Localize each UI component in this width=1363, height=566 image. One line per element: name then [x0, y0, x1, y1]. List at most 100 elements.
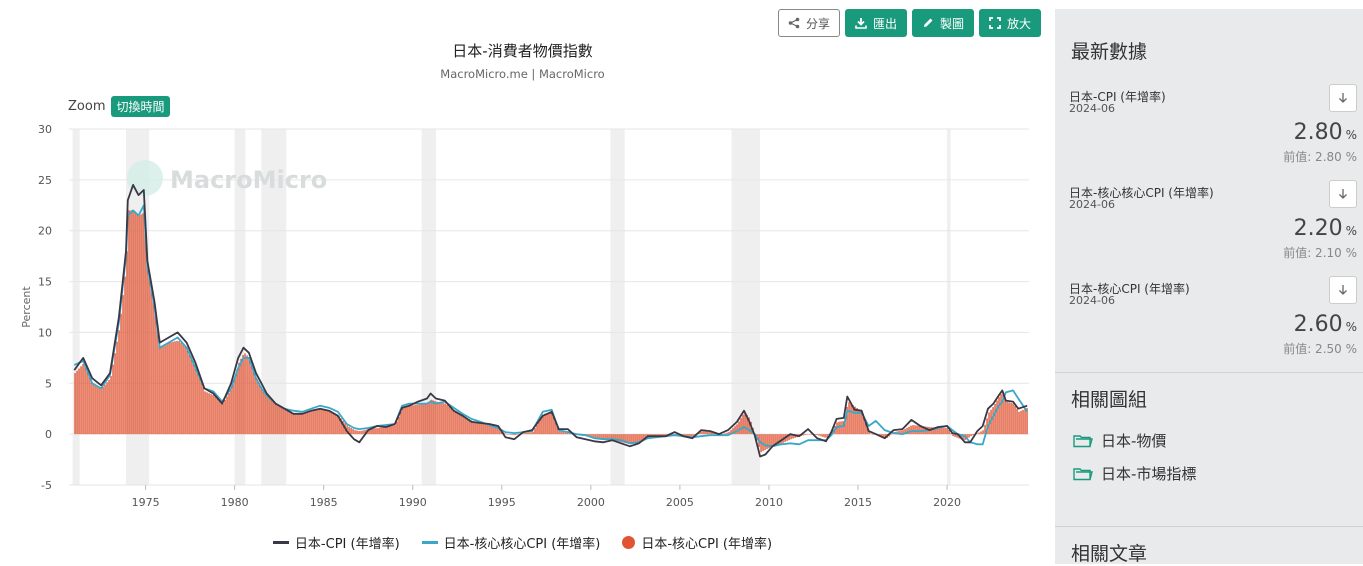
bar [608, 434, 610, 440]
bar [702, 431, 704, 435]
bar [900, 430, 902, 435]
bar [302, 413, 304, 435]
latest-item-download-button[interactable] [1329, 180, 1357, 208]
bar [336, 414, 338, 435]
bar [126, 251, 128, 435]
recession-band [234, 129, 246, 485]
bar [276, 404, 278, 435]
bar [82, 363, 84, 435]
bar [142, 213, 144, 435]
legend-label-cpi: 日本-CPI (年增率) [294, 537, 400, 552]
bar [350, 428, 352, 435]
bar [354, 430, 356, 435]
bar [306, 412, 308, 435]
bar [450, 408, 452, 435]
bar [412, 405, 414, 435]
bar [78, 368, 80, 435]
bar [446, 404, 448, 435]
x-tick-label: 1990 [399, 496, 427, 509]
bar [304, 413, 306, 435]
related-articles-heading: 相關文章 [1071, 543, 1148, 565]
related-link-prices[interactable]: 日本-物價 [1055, 424, 1363, 457]
bar [198, 375, 200, 435]
bar [510, 434, 512, 435]
bar [842, 421, 844, 435]
bar [478, 422, 480, 435]
bar [532, 431, 534, 435]
bar [910, 425, 912, 435]
enlarge-button[interactable]: 放大 [978, 9, 1041, 37]
sidebar-divider [1055, 372, 1363, 373]
latest-data-heading: 最新數據 [1071, 41, 1148, 63]
bar [920, 426, 922, 435]
bar [724, 433, 726, 435]
x-tick-label: 2000 [577, 496, 605, 509]
draw-chart-button[interactable]: 製圖 [911, 9, 974, 37]
bar [384, 427, 386, 435]
bar [116, 341, 118, 435]
bar [644, 434, 646, 440]
legend-item-cpi[interactable]: 日本-CPI (年增率) [272, 533, 400, 552]
x-tick-label: 1985 [310, 496, 338, 509]
latest-item-download-button[interactable] [1329, 276, 1357, 304]
bar [94, 384, 96, 435]
y-tick-label: -5 [41, 479, 52, 492]
x-tick-label: 1975 [132, 496, 160, 509]
bar [914, 425, 916, 435]
bar [182, 344, 184, 435]
bar [392, 425, 394, 435]
x-tick-label: 2010 [755, 496, 783, 509]
folder-icon [1073, 435, 1093, 448]
bar [890, 434, 892, 435]
bar [200, 380, 202, 435]
bar [242, 355, 244, 435]
pencil-icon [923, 18, 933, 27]
x-tick-label: 2015 [844, 496, 872, 509]
legend-item-core[interactable]: 日本-核心CPI (年增率) [622, 533, 772, 552]
bar [618, 434, 620, 442]
legend-label-core: 日本-核心CPI (年增率) [641, 537, 773, 552]
toggle-time-button[interactable]: 切換時間 [111, 96, 170, 117]
bar [348, 426, 350, 435]
bar [148, 276, 150, 435]
share-button[interactable]: 分享 [777, 9, 840, 37]
latest-item-download-button[interactable] [1329, 84, 1357, 112]
bar [222, 403, 224, 435]
bar [262, 389, 264, 435]
bar [324, 409, 326, 435]
bar [456, 412, 458, 435]
bar [792, 434, 794, 439]
bar [1000, 394, 1002, 435]
bar [208, 393, 210, 435]
bar [616, 434, 618, 442]
bar [870, 433, 872, 435]
bar [408, 405, 410, 435]
legend-item-core-core[interactable]: 日本-核心核心CPI (年增率) [421, 533, 600, 552]
related-link-market-indicators[interactable]: 日本-市場指標 [1055, 457, 1363, 490]
bar [634, 434, 636, 444]
bar [596, 434, 598, 439]
bar [440, 402, 442, 435]
bar [202, 386, 204, 435]
bar [662, 434, 664, 437]
bar [442, 403, 444, 435]
bar [228, 393, 230, 435]
bar [434, 401, 436, 435]
export-button[interactable]: 匯出 [844, 9, 907, 37]
export-label: 匯出 [872, 16, 897, 31]
x-tick-label: 1995 [488, 496, 516, 509]
bar [710, 432, 712, 435]
latest-item-value: 2.20 [1293, 216, 1343, 241]
bar [466, 417, 468, 435]
bar [936, 427, 938, 435]
bar [544, 413, 546, 435]
bar [498, 428, 500, 435]
bar [606, 434, 608, 440]
bar [310, 411, 312, 435]
bar [884, 434, 886, 440]
bar [818, 434, 820, 436]
bar [428, 402, 430, 435]
bar [252, 367, 254, 435]
bar [738, 421, 740, 435]
bar [908, 426, 910, 435]
